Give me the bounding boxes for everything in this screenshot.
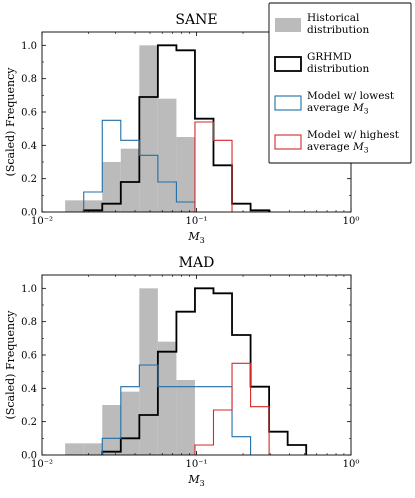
bar-historical-distribution-3 [120, 148, 140, 212]
bar-historical-distribution-0 [65, 443, 84, 455]
legend: HistoricaldistributionGRHMDdistributionM… [268, 2, 412, 164]
legend-label-3-line1: Model w/ highest [307, 129, 400, 141]
series-historical-distribution [65, 288, 195, 455]
legend-label-1-line1: GRHMD [307, 51, 352, 63]
y-tick-label-0: 0.0 [21, 208, 37, 219]
y-axis-label: (Scaled) Frequency [4, 310, 17, 420]
legend-swatch-3 [274, 134, 302, 150]
bar-historical-distribution-5 [157, 98, 177, 212]
bar-historical-distribution-6 [176, 137, 195, 212]
legend-label-sub: 3 [364, 146, 369, 155]
legend-label-m: M [352, 141, 364, 153]
legend-label-text: average [307, 141, 353, 153]
y-tick-label-4: 0.8 [21, 74, 37, 85]
axes-frame [41, 274, 352, 456]
bar-historical-distribution-2 [102, 162, 121, 212]
x-axis-label-m: M [187, 230, 200, 243]
x-axis-label: M3 [187, 473, 204, 488]
legend-label-0-line2: distribution [307, 24, 369, 36]
x-axis-label-m: M [187, 473, 200, 486]
x-axis-label: M3 [187, 230, 204, 245]
x-tick-label-1: 10⁻¹ [185, 459, 207, 470]
chart-title: MAD [179, 255, 215, 271]
y-tick-label-0: 0.0 [21, 451, 37, 462]
bar-historical-distribution-3 [120, 391, 140, 455]
mad-panel: 0.0 0.2 0.4 0.6 0.8 1.0 10⁻² 10⁻¹ 10⁰ MAD M3 (Scale… [4, 255, 359, 488]
step-line-grhmd-distribution [82, 44, 271, 212]
bar-historical-distribution-4 [139, 45, 158, 213]
step-line-model-w-lowest-average-m3 [101, 364, 252, 455]
x-tick-label-0: 10⁻² [31, 216, 53, 227]
legend-swatch-1 [274, 56, 302, 72]
y-tick-label-2: 0.4 [21, 141, 37, 152]
series-historical-distribution [65, 45, 195, 213]
x-tick-label-2: 10⁰ [343, 459, 360, 470]
legend-label-text: average [307, 102, 353, 114]
y-tick-label-5: 1.0 [21, 284, 37, 295]
bar-historical-distribution-2 [102, 405, 121, 455]
legend-label-sub: 3 [364, 107, 369, 116]
y-tick-label-4: 0.8 [21, 317, 37, 328]
legend-label-3-line2: average M3 [307, 141, 369, 155]
y-axis-label: (Scaled) Frequency [4, 67, 17, 177]
y-tick-label-2: 0.4 [21, 384, 37, 395]
y-tick-label-1: 0.2 [21, 417, 37, 428]
step-line-model-w-lowest-average-m3 [83, 119, 196, 212]
bar-historical-distribution-1 [83, 443, 103, 455]
legend-swatch-2 [274, 95, 302, 111]
x-axis-label-sub: 3 [200, 479, 205, 488]
x-tick-label-0: 10⁻² [31, 459, 53, 470]
legend-label-1-line2: distribution [307, 63, 369, 75]
x-tick-label-1: 10⁻¹ [185, 216, 207, 227]
legend-box [268, 2, 412, 164]
bar-historical-distribution-6 [176, 380, 195, 455]
bar-historical-distribution-0 [65, 200, 84, 212]
chart-title: SANE [175, 12, 217, 28]
y-tick-label-5: 1.0 [21, 41, 37, 52]
x-axis-label-sub: 3 [200, 236, 205, 245]
bar-historical-distribution-1 [83, 200, 103, 212]
bar-historical-distribution-4 [139, 288, 158, 455]
step-line-model-w-highest-average-m3 [194, 362, 270, 455]
legend-label-0-line1: Historical [307, 12, 360, 24]
legend-label-2-line1: Model w/ lowest [307, 90, 395, 102]
legend-swatch-historical [275, 18, 301, 32]
x-tick-label-2: 10⁰ [343, 216, 360, 227]
y-tick-label-3: 0.6 [21, 351, 37, 362]
step-line-model-w-highest-average-m3 [194, 121, 233, 212]
legend-label-2-line2: average M3 [307, 102, 369, 116]
step-line-grhmd-distribution [101, 287, 308, 455]
bar-historical-distribution-5 [157, 341, 177, 455]
legend-label-m: M [352, 102, 364, 114]
y-tick-label-1: 0.2 [21, 174, 37, 185]
y-tick-label-3: 0.6 [21, 108, 37, 119]
